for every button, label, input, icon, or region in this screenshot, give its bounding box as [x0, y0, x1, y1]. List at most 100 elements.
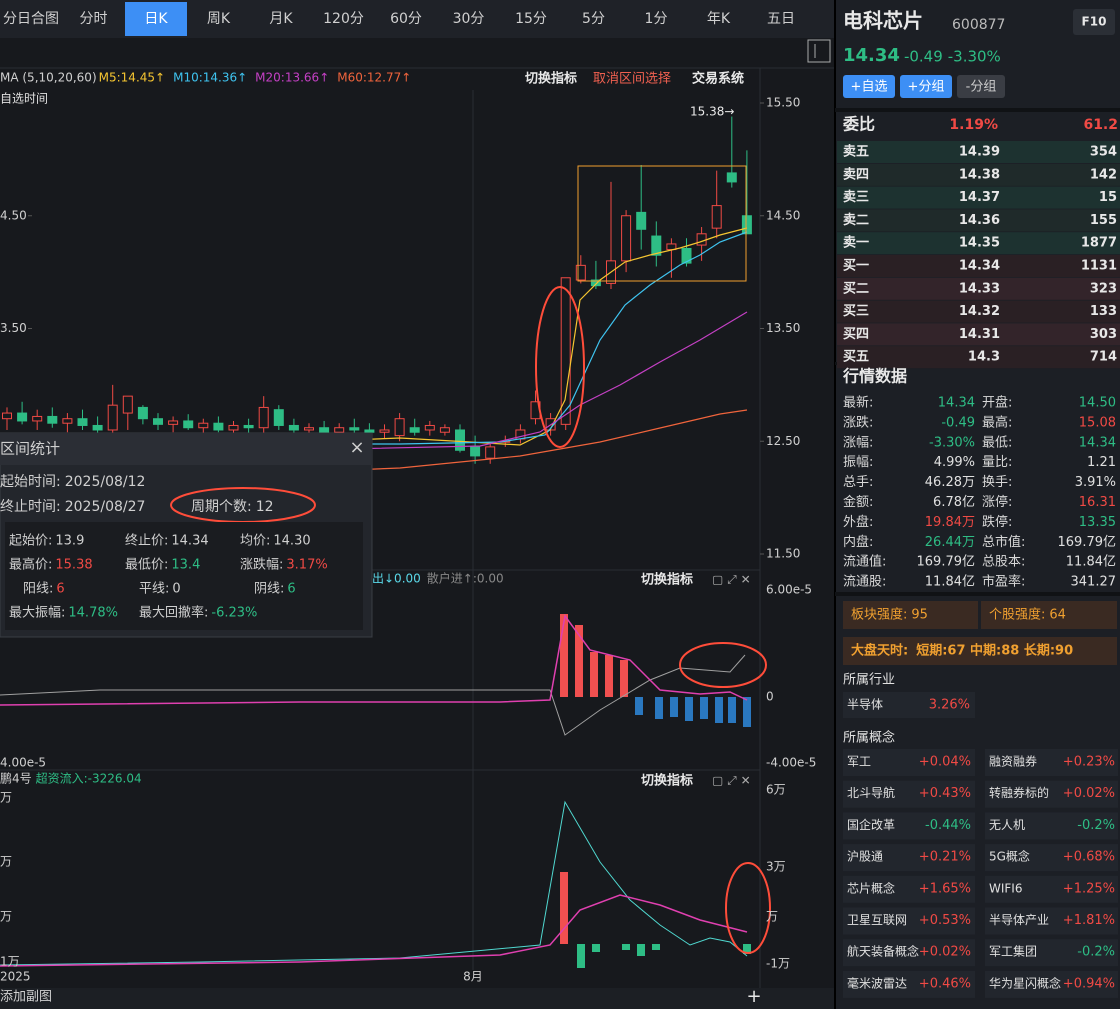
button-label[interactable]: +自选	[851, 80, 888, 95]
tag-box[interactable]	[843, 939, 975, 967]
toolbar-button[interactable]: 取消区间选择	[593, 72, 671, 87]
tag-name[interactable]: 融资融券	[989, 754, 1037, 769]
order-label: 卖四	[843, 166, 869, 182]
tag-name[interactable]: 5G概念	[989, 849, 1030, 864]
candle-body	[470, 446, 481, 457]
tag-name[interactable]: 无人机	[989, 818, 1025, 832]
tab[interactable]: 60分	[390, 11, 422, 27]
button[interactable]	[900, 75, 952, 98]
tag-name[interactable]: 沪股通	[847, 850, 883, 864]
tag-box[interactable]	[985, 844, 1118, 872]
tab[interactable]: 120分	[323, 11, 364, 27]
tag-box[interactable]	[985, 907, 1118, 935]
market-label: 涨停:	[982, 494, 1012, 510]
sub-axis: 6万	[766, 783, 786, 797]
tag-box[interactable]	[843, 780, 975, 808]
f10-button[interactable]	[1073, 9, 1115, 35]
tag-name: 半导体	[847, 698, 883, 712]
tag-name[interactable]: WIFI6	[989, 881, 1022, 895]
tag-name[interactable]: 半导体产业	[989, 913, 1049, 927]
high-marker: 15.38→	[690, 105, 734, 119]
market-label: 流通值:	[843, 554, 886, 570]
tag-name[interactable]: 国企改革	[847, 817, 895, 832]
market-label: 跌停:	[982, 514, 1012, 530]
tag-name[interactable]: 转融券标的	[989, 785, 1049, 800]
button-label[interactable]: -分组	[966, 80, 997, 95]
market-label: 量比:	[982, 455, 1012, 470]
candle-body	[424, 424, 435, 431]
tag-name[interactable]: 军工集团	[989, 944, 1037, 959]
tag-box[interactable]	[843, 749, 975, 776]
tag-box[interactable]	[843, 907, 975, 935]
tag-box[interactable]	[985, 780, 1118, 808]
tag-box[interactable]	[843, 812, 975, 840]
tab[interactable]: 30分	[453, 11, 485, 27]
tab[interactable]: 分日合图	[3, 11, 59, 27]
stats-header	[0, 433, 372, 465]
collapse-icon[interactable]	[807, 39, 831, 63]
stock-code: 600877	[952, 17, 1005, 33]
order-price: 14.33	[959, 281, 1000, 296]
tab[interactable]: 1分	[645, 11, 668, 27]
stats-label: 最低价:	[125, 558, 168, 573]
tag-name[interactable]: 芯片概念	[847, 880, 895, 895]
tag-box[interactable]	[985, 749, 1118, 776]
price-tick: 12.50	[766, 434, 800, 448]
tag-box[interactable]	[985, 970, 1118, 998]
stats-label: 平线:	[139, 582, 169, 597]
f10[interactable]: F10	[1082, 15, 1107, 29]
tag-name[interactable]: 华为星闪概念	[989, 975, 1061, 990]
tag-name[interactable]: 航天装备概念	[847, 944, 919, 959]
order-volume: 15	[1099, 190, 1117, 205]
tab[interactable]: 周K	[207, 11, 231, 27]
stats-close[interactable]: ×	[349, 437, 364, 458]
select-time: 自选时间	[0, 92, 48, 106]
tab[interactable]: 5分	[582, 11, 605, 27]
tag-box[interactable]	[843, 970, 975, 998]
tab[interactable]: 年K	[707, 11, 731, 27]
tag-name[interactable]: 军工	[847, 755, 871, 769]
tag-name[interactable]: 北斗导航	[847, 785, 895, 800]
tab[interactable]: 分时	[80, 11, 108, 27]
tag-name[interactable]: 毫米波雷达	[847, 975, 907, 990]
switch-indicator[interactable]: 切换指标	[641, 773, 693, 789]
toolbar-button[interactable]: 切换指标	[525, 71, 577, 87]
bar	[670, 697, 678, 717]
market-label: 总手:	[843, 475, 873, 490]
candle-body	[726, 172, 737, 183]
bar	[743, 697, 751, 727]
sub-axis: 3万	[766, 860, 786, 874]
tag-box[interactable]	[985, 812, 1118, 840]
toolbar-button[interactable]: 交易系统	[692, 71, 744, 87]
tag-name[interactable]: 卫星互联网	[847, 913, 907, 927]
tab[interactable]: 五日	[767, 11, 795, 27]
bar	[575, 625, 583, 697]
tag-box[interactable]	[843, 875, 975, 903]
tag-box[interactable]	[985, 875, 1118, 903]
button[interactable]	[957, 75, 1005, 98]
order-price: 14.39	[959, 145, 1000, 160]
tag-box[interactable]	[843, 844, 975, 872]
add-button[interactable]: +	[746, 986, 761, 1007]
add-subchart[interactable]: 添加副图	[0, 990, 52, 1005]
stats-label: 起始时间:	[0, 474, 61, 490]
stats-label: 最高价:	[9, 557, 52, 573]
strength-box	[843, 601, 978, 629]
price-tick-left: 3.50	[0, 321, 27, 335]
market-label: 市盈率:	[982, 574, 1025, 590]
stats-label: 终止价:	[125, 533, 168, 549]
candle-body	[711, 205, 722, 229]
candle-body	[621, 215, 632, 262]
button-label[interactable]: +分组	[908, 80, 945, 95]
sub-header: 散户进↑:0.00	[427, 571, 504, 586]
switch-indicator[interactable]: 切换指标	[641, 572, 693, 588]
tab[interactable]: 日K	[144, 11, 168, 27]
tab[interactable]: 15分	[515, 11, 547, 27]
tag-box[interactable]	[985, 939, 1118, 967]
button[interactable]	[843, 75, 895, 98]
market-label: 振幅:	[843, 455, 873, 470]
tab[interactable]: 月K	[269, 11, 293, 27]
strength-label: 个股强度:	[989, 607, 1045, 623]
market-value: 14.50	[1079, 396, 1116, 411]
